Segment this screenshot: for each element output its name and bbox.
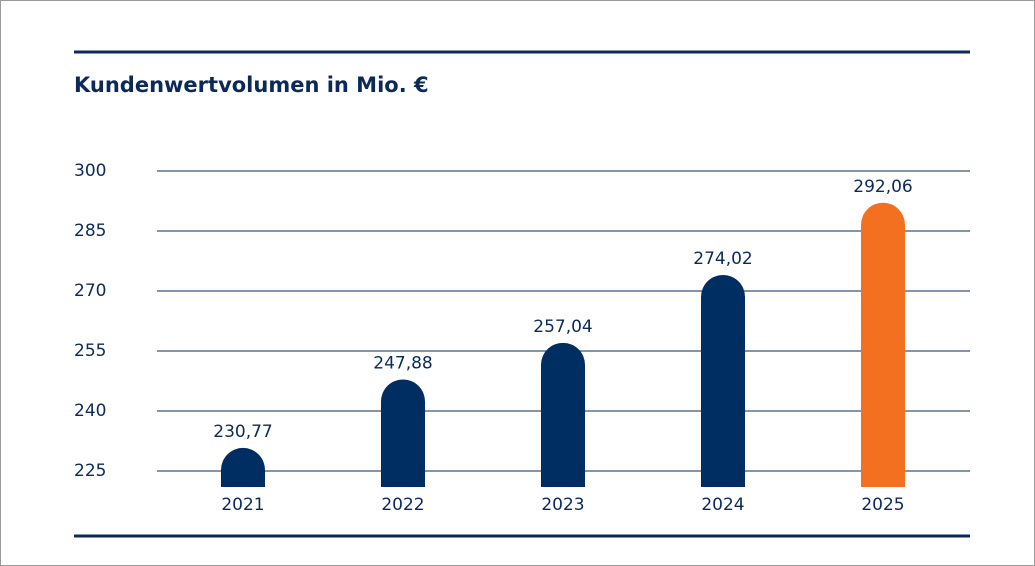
- y-tick-label: 300: [74, 161, 106, 181]
- bar: [221, 447, 265, 487]
- bar: [541, 342, 585, 487]
- value-label: 274,02: [693, 249, 752, 269]
- y-tick-label: 225: [74, 461, 106, 481]
- x-tick-label: 2021: [221, 495, 264, 515]
- x-tick-label: 2022: [381, 495, 424, 515]
- bar: [381, 379, 425, 487]
- chart-title: Kundenwertvolumen in Mio. €: [74, 73, 429, 97]
- y-tick-label: 285: [74, 221, 106, 241]
- bar: [861, 202, 905, 487]
- x-tick-label: 2023: [541, 495, 584, 515]
- x-tick-label: 2024: [701, 495, 744, 515]
- y-tick-label: 255: [74, 341, 106, 361]
- value-label: 247,88: [373, 353, 432, 373]
- value-label: 230,77: [213, 422, 272, 442]
- y-tick-label: 270: [74, 281, 106, 301]
- x-tick-label: 2025: [861, 495, 904, 515]
- value-label: 257,04: [533, 317, 592, 337]
- y-tick-label: 240: [74, 401, 106, 421]
- value-label: 292,06: [853, 177, 912, 197]
- bar: [701, 274, 745, 487]
